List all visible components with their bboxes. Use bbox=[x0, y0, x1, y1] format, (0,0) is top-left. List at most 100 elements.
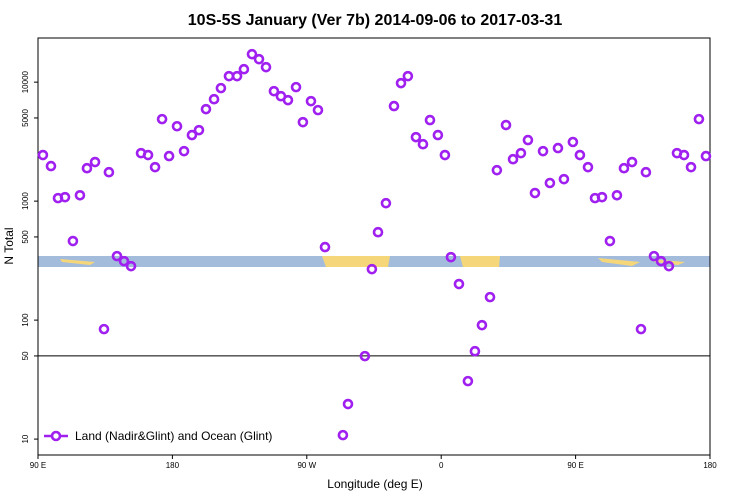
data-point bbox=[685, 161, 697, 173]
y-tick-label: 5000 bbox=[21, 109, 30, 127]
data-point bbox=[319, 241, 331, 253]
data-point bbox=[37, 149, 49, 161]
data-point bbox=[215, 82, 227, 94]
y-tick-label: 10000 bbox=[21, 70, 30, 93]
y-tick-label: 1000 bbox=[21, 192, 30, 210]
data-point bbox=[417, 138, 429, 150]
data-point bbox=[410, 131, 422, 143]
data-point bbox=[604, 235, 616, 247]
x-tick-label: 90 W bbox=[297, 461, 316, 470]
data-point bbox=[312, 104, 324, 116]
data-point bbox=[462, 375, 474, 387]
data-point bbox=[611, 189, 623, 201]
data-point bbox=[268, 85, 280, 97]
data-point bbox=[67, 235, 79, 247]
data-point bbox=[567, 136, 579, 148]
data-point bbox=[366, 263, 378, 275]
data-point bbox=[59, 191, 71, 203]
data-point bbox=[186, 129, 198, 141]
y-tick-label: 10 bbox=[21, 434, 30, 443]
y-tick-label: 100 bbox=[21, 313, 30, 327]
data-point bbox=[388, 100, 400, 112]
land-band bbox=[460, 256, 500, 267]
data-point bbox=[260, 61, 272, 73]
data-point bbox=[522, 134, 534, 146]
data-point bbox=[89, 156, 101, 168]
y-axis-label: N Total bbox=[2, 227, 16, 264]
data-point bbox=[208, 93, 220, 105]
data-point bbox=[439, 149, 451, 161]
data-point bbox=[476, 319, 488, 331]
data-point bbox=[491, 164, 503, 176]
data-point bbox=[149, 161, 161, 173]
data-point bbox=[372, 226, 384, 238]
data-point bbox=[484, 291, 496, 303]
data-point bbox=[395, 77, 407, 89]
data-point bbox=[596, 191, 608, 203]
data-point bbox=[118, 255, 130, 267]
data-point bbox=[171, 120, 183, 132]
data-point bbox=[98, 323, 110, 335]
legend-marker bbox=[50, 430, 62, 442]
data-point bbox=[663, 260, 675, 272]
data-point bbox=[424, 114, 436, 126]
data-point bbox=[445, 251, 457, 263]
x-tick-label: 90 E bbox=[30, 461, 46, 470]
y-tick-label: 500 bbox=[21, 230, 30, 244]
data-point bbox=[544, 177, 556, 189]
data-point bbox=[231, 70, 243, 82]
data-point bbox=[163, 150, 175, 162]
data-point bbox=[156, 113, 168, 125]
land-band bbox=[322, 256, 390, 267]
data-point bbox=[380, 197, 392, 209]
data-point bbox=[125, 260, 137, 272]
data-point bbox=[238, 63, 250, 75]
data-point bbox=[282, 94, 294, 106]
data-point bbox=[678, 149, 690, 161]
data-point bbox=[507, 153, 519, 165]
data-point bbox=[618, 162, 630, 174]
data-point bbox=[111, 250, 123, 262]
x-tick-label: 90 E bbox=[567, 461, 583, 470]
land-band bbox=[60, 259, 95, 265]
data-point bbox=[297, 116, 309, 128]
data-point bbox=[290, 81, 302, 93]
data-point bbox=[305, 95, 317, 107]
data-point bbox=[342, 398, 354, 410]
data-point bbox=[700, 150, 712, 162]
x-axis-label: Longitude (deg E) bbox=[327, 477, 422, 491]
data-point bbox=[640, 166, 652, 178]
data-point bbox=[81, 162, 93, 174]
data-point bbox=[246, 48, 258, 60]
data-point bbox=[693, 113, 705, 125]
data-point bbox=[552, 142, 564, 154]
data-point bbox=[200, 103, 212, 115]
x-tick-label: 180 bbox=[166, 461, 180, 470]
data-point bbox=[45, 160, 57, 172]
data-point bbox=[469, 345, 481, 357]
data-point bbox=[582, 161, 594, 173]
data-point bbox=[574, 149, 586, 161]
data-point bbox=[359, 350, 371, 362]
legend-label: Land (Nadir&Glint) and Ocean (Glint) bbox=[75, 429, 272, 443]
x-tick-label: 180 bbox=[703, 461, 717, 470]
data-point bbox=[103, 166, 115, 178]
chart-title: 10S-5S January (Ver 7b) 2014-09-06 to 20… bbox=[188, 12, 563, 29]
data-point bbox=[529, 187, 541, 199]
data-point bbox=[74, 189, 86, 201]
data-point bbox=[193, 124, 205, 136]
data-point bbox=[626, 156, 638, 168]
x-tick-label: 0 bbox=[439, 461, 444, 470]
data-point bbox=[655, 255, 667, 267]
data-point bbox=[142, 149, 154, 161]
data-point bbox=[453, 278, 465, 290]
data-point bbox=[500, 119, 512, 131]
data-point bbox=[515, 147, 527, 159]
land-band bbox=[598, 258, 640, 266]
data-point bbox=[558, 173, 570, 185]
y-tick-label: 50 bbox=[21, 351, 30, 360]
data-point bbox=[178, 145, 190, 157]
